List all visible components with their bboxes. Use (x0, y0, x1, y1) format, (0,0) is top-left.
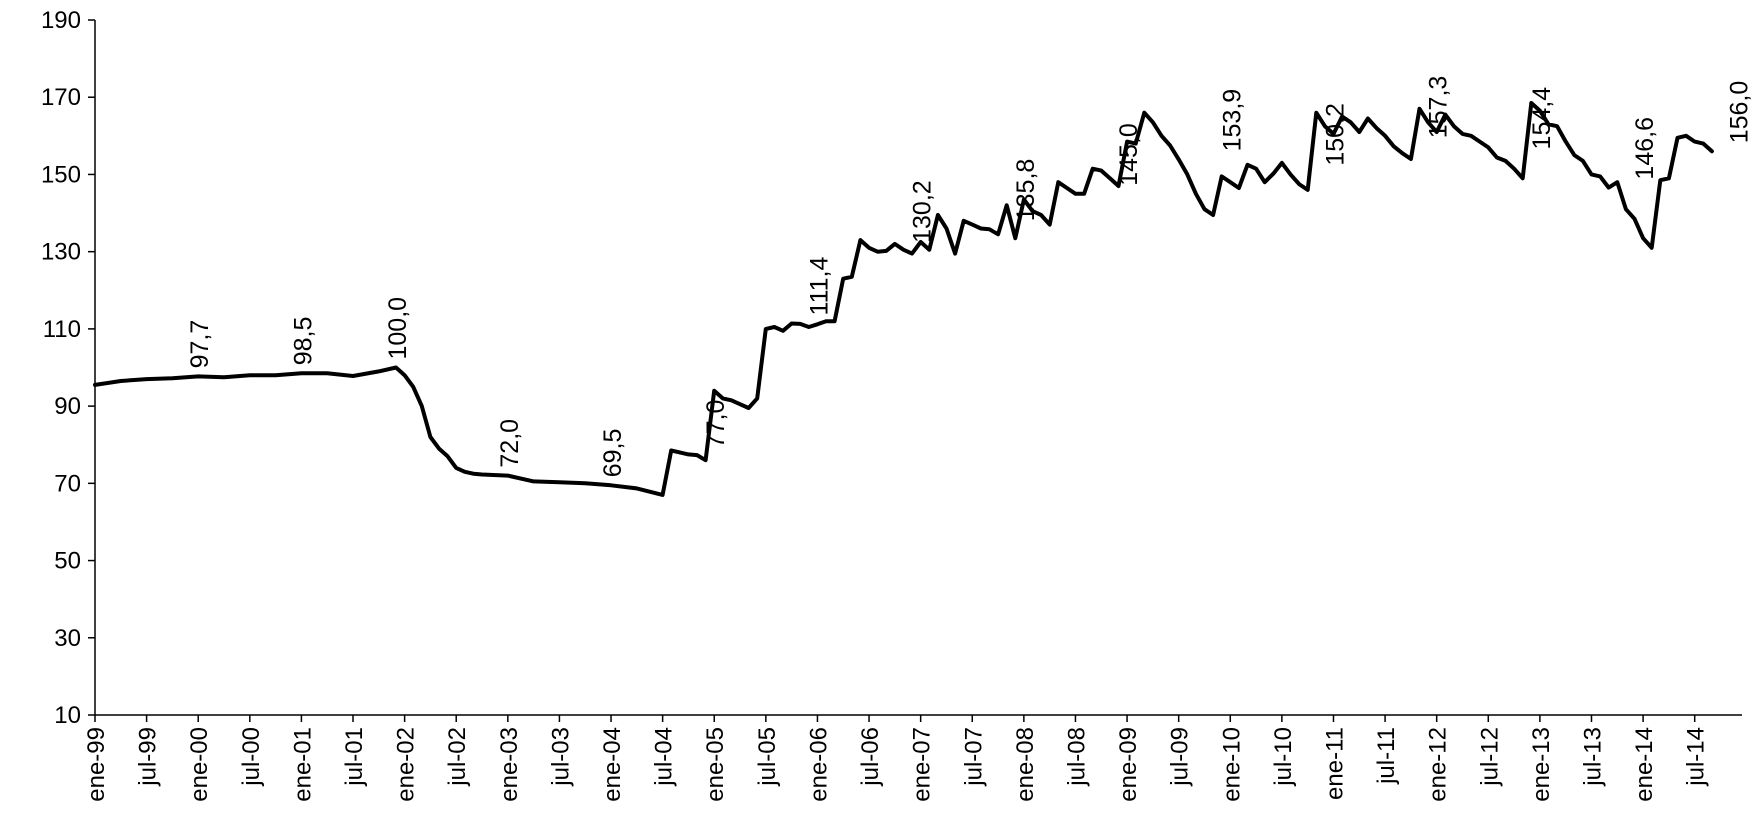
data-label: 153,9 (1218, 89, 1246, 152)
x-tick-label: jul-01 (341, 727, 368, 787)
x-tick-label: ene-09 (1115, 727, 1142, 802)
x-tick-label: jul-99 (135, 727, 162, 787)
x-tick-label: ene-11 (1321, 727, 1348, 800)
x-tick-label: ene-02 (393, 727, 420, 802)
axes (94, 20, 1742, 716)
y-tick-label: 70 (54, 470, 81, 497)
x-tick-label: ene-10 (1218, 727, 1245, 802)
x-tick-label: jul-00 (238, 727, 265, 787)
x-tick-label: ene-03 (496, 727, 523, 802)
y-tick-label: 30 (54, 625, 81, 652)
data-label: 156,0 (1726, 81, 1754, 144)
y-axis-ticks: 10 30 50 70 90 110 130 150 170 190 (41, 7, 95, 729)
x-tick-label: ene-08 (1012, 727, 1039, 802)
data-label: 135,8 (1012, 159, 1040, 222)
x-tick-label: ene-00 (186, 727, 213, 802)
data-label: 97,7 (186, 320, 214, 369)
data-label: 130,2 (909, 180, 937, 243)
x-tick-label: ene-01 (289, 727, 316, 802)
x-tick-label: ene-05 (702, 727, 729, 802)
y-tick-label: 190 (41, 7, 81, 34)
x-tick-label: jul-12 (1476, 727, 1503, 787)
x-tick-label: ene-04 (599, 727, 626, 802)
data-labels: 97,7 98,5 100,0 72,0 69,5 77,0 111,4 130,2 135,8… (186, 76, 1753, 478)
y-tick-label: 130 (41, 239, 81, 266)
data-label: 157,3 (1425, 76, 1453, 139)
x-tick-label: ene-12 (1425, 727, 1452, 802)
data-label: 72,0 (496, 419, 524, 468)
x-tick-label: jul-08 (1063, 727, 1090, 787)
x-tick-label: ene-13 (1528, 727, 1555, 802)
data-label: 146,6 (1631, 117, 1659, 180)
x-tick-label: jul-04 (651, 727, 678, 787)
x-tick-label: jul-14 (1683, 727, 1710, 787)
data-label: 111,4 (805, 257, 833, 316)
x-tick-label: ene-14 (1631, 727, 1658, 802)
data-label: 100,0 (384, 297, 412, 360)
y-tick-label: 50 (54, 548, 81, 575)
y-tick-label: 10 (54, 702, 81, 729)
x-tick-label: jul-06 (857, 727, 884, 787)
data-label: 150,2 (1321, 103, 1349, 166)
x-tick-label: ene-99 (83, 727, 110, 802)
x-tick-label: jul-09 (1167, 727, 1194, 787)
x-axis-ticks: ene-99 jul-99 ene-00 jul-00 ene-01 jul-01 ene-… (83, 715, 1710, 802)
x-tick-label: jul-13 (1579, 727, 1606, 787)
data-label: 77,0 (702, 400, 730, 449)
y-tick-label: 150 (41, 161, 81, 188)
x-tick-label: jul-07 (960, 727, 987, 787)
x-tick-label: jul-03 (547, 727, 574, 787)
data-label: 69,5 (599, 429, 627, 478)
y-tick-label: 90 (54, 393, 81, 420)
series-line (93, 101, 1714, 497)
x-tick-label: jul-11 (1373, 727, 1400, 785)
x-tick-label: jul-02 (444, 727, 471, 787)
x-tick-label: ene-06 (805, 727, 832, 802)
y-tick-label: 110 (43, 316, 81, 343)
data-label: 145,0 (1115, 123, 1143, 186)
x-tick-label: jul-05 (754, 727, 781, 787)
x-tick-label: ene-07 (909, 727, 936, 802)
data-label: 154,4 (1528, 87, 1556, 150)
x-tick-label: jul-10 (1270, 727, 1297, 787)
data-label: 98,5 (289, 317, 317, 366)
y-tick-label: 170 (41, 84, 81, 111)
